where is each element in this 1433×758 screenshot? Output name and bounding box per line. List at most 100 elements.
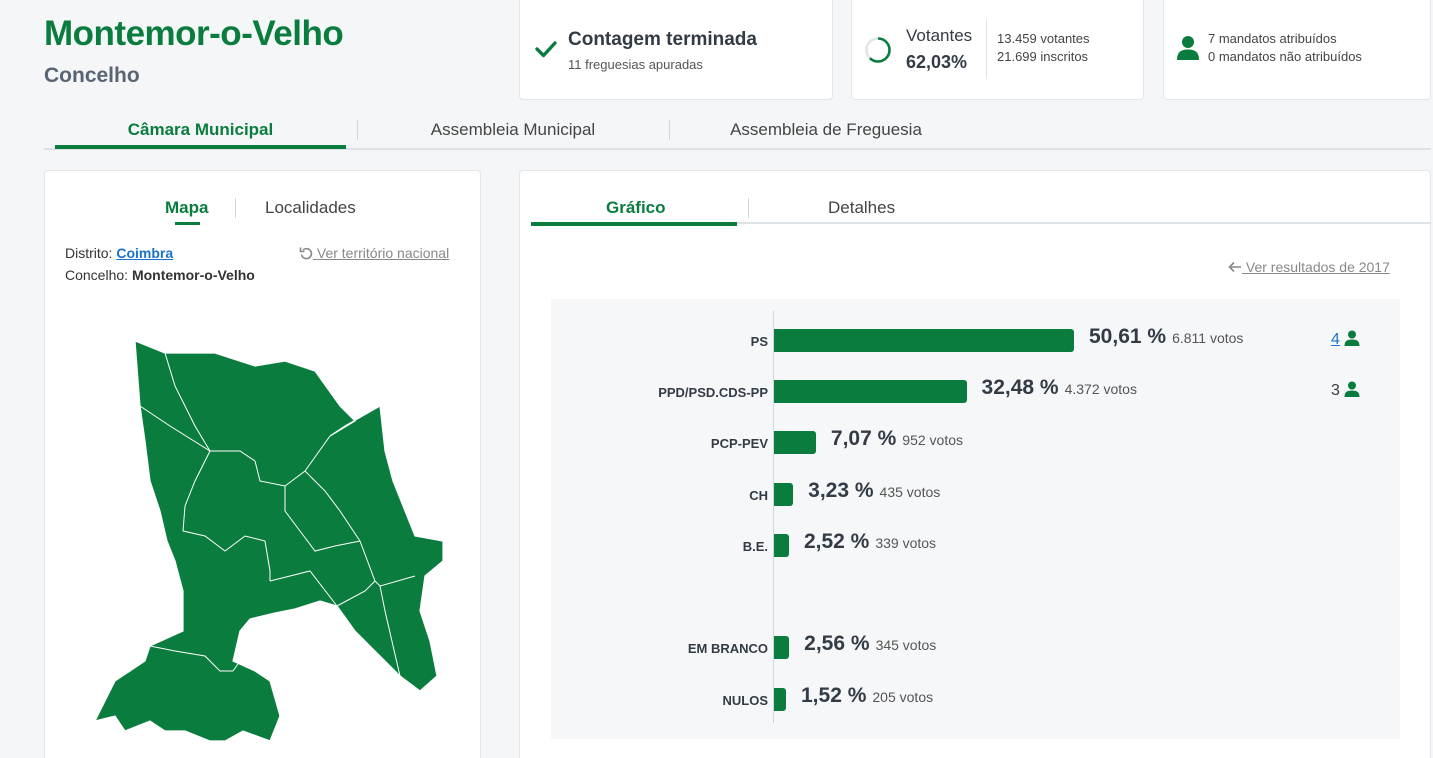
result-seats: 3 [1331,381,1360,400]
tab-assembleia-municipal[interactable]: Assembleia Municipal [430,120,596,139]
result-row-ppd-psd-cds-pp: PPD/PSD.CDS-PP 32,48 % 4.372 votos 3 [551,376,1400,410]
result-bar [774,483,794,506]
tab-separator [669,120,670,140]
mandates-card: 7 mandatos atribuídos 0 mandatos não atr… [1163,0,1431,100]
person-icon [1177,36,1199,60]
turnout-label: Votantes [906,26,973,45]
result-votes: 345 votos [875,637,937,653]
result-row-nulos: NULOS 1,52 % 205 votos [551,684,1400,718]
tab-assembleia-freguesia[interactable]: Assembleia de Freguesia [730,120,922,139]
national-territory-text: Ver território nacional [316,245,450,261]
mapa-tab-indicator [175,222,200,225]
page-title: Montemor-o-Velho [44,14,344,53]
party-label: PPD/PSD.CDS-PP [658,385,768,400]
page-subtitle: Concelho [44,64,140,87]
mandates-unassigned: 0 mandatos não atribuídos [1208,49,1362,64]
council-label: Concelho: [65,267,129,283]
party-label: NULOS [722,693,769,708]
count-status-sub: 11 freguesias apuradas [568,57,703,72]
undo-icon [299,247,313,260]
chart-axis [773,311,774,723]
result-value: 2,56 % 345 votos [804,632,936,656]
result-row-pcp-pev: PCP-PEV 7,07 % 952 votos [551,427,1400,461]
district-link[interactable]: Coimbra [116,245,174,261]
result-bar [774,534,789,557]
tab-localidades[interactable]: Localidades [265,198,356,217]
turnout-ring-icon [865,37,891,63]
result-votes: 4.372 votos [1064,381,1137,397]
result-row-ps: PS 50,61 % 6.811 votos 4 [551,325,1400,359]
tab-detalhes[interactable]: Detalhes [828,198,896,217]
active-tab-indicator [55,145,346,149]
turnout-card: Votantes 62,03% 13.459 votantes 21.699 i… [851,0,1144,100]
national-territory-link[interactable]: Ver território nacional [299,245,449,261]
party-label: CH [749,488,768,503]
seat-count: 3 [1331,382,1340,399]
result-value: 1,52 % 205 votos [801,684,933,708]
parish-borders [139,352,416,677]
results-chart: PS 50,61 % 6.811 votos 4 PPD/PSD.CDS-PP 32,48… [551,299,1400,739]
previous-results-link[interactable]: Ver resultados de 2017 [1228,259,1390,275]
results-tabs-line [531,222,1431,224]
result-percent: 32,48 % [981,376,1059,399]
turnout-voters: 13.459 votantes [997,31,1090,46]
municipality-map[interactable] [75,331,455,758]
check-icon [535,41,557,58]
district-info: Distrito: Coimbra [65,245,173,261]
tab-camara-municipal[interactable]: Câmara Municipal [127,120,274,139]
council-value: Montemor-o-Velho [131,267,255,283]
person-icon [1344,381,1360,397]
result-value: 50,61 % 6.811 votos [1089,325,1243,349]
grafico-tab-indicator [531,222,737,226]
map-panel: Mapa Localidades Distrito: Coimbra Conce… [44,170,481,758]
result-value: 7,07 % 952 votos [831,427,963,451]
tab-grafico[interactable]: Gráfico [606,198,666,217]
main-tabs: Câmara Municipal Assembleia Municipal As… [44,108,1431,150]
tab-separator [235,198,236,218]
result-row-em-branco: EM BRANCO 2,56 % 345 votos [551,632,1400,666]
result-votes: 205 votos [872,689,934,705]
party-label: PCP-PEV [710,436,768,451]
result-percent: 3,23 % [808,479,874,502]
count-status-card: Contagem terminada 11 freguesias apurada… [519,0,833,100]
result-bar [774,380,967,403]
result-bar [774,688,786,711]
turnout-percent: 62,03% [906,52,968,72]
result-percent: 2,52 % [803,530,870,553]
results-panel: Gráfico Detalhes Ver resultados de 2017 … [519,170,1431,758]
mandates-assigned: 7 mandatos atribuídos [1208,31,1337,46]
result-row-b-e: B.E. 2,52 % 339 votos [551,530,1400,564]
result-votes: 339 votos [875,535,937,551]
turnout-registered: 21.699 inscritos [997,49,1089,64]
result-seats[interactable]: 4 [1331,330,1360,349]
result-percent: 2,56 % [804,632,870,655]
result-value: 3,23 % 435 votos [808,479,940,503]
result-percent: 50,61 % [1089,325,1167,348]
party-label: B.E. [742,539,768,554]
result-value: 32,48 % 4.372 votos [982,376,1137,400]
tab-separator [357,120,358,140]
previous-results-text: Ver resultados de 2017 [1245,259,1390,275]
result-value: 2,52 % 339 votos [804,530,936,554]
tab-separator [748,198,749,218]
result-votes: 6.811 votos [1172,330,1244,346]
result-votes: 952 votos [902,432,964,448]
person-icon [1344,330,1360,346]
council-info: Concelho: Montemor-o-Velho [65,267,255,283]
result-row-ch: CH 3,23 % 435 votos [551,479,1400,513]
result-percent: 1,52 % [801,684,867,707]
party-label: EM BRANCO [687,641,768,656]
seat-count[interactable]: 4 [1331,331,1340,348]
municipality-shape[interactable] [93,340,444,742]
result-percent: 7,07 % [830,427,897,450]
arrow-left-icon [1228,261,1241,273]
result-bar [774,636,790,659]
party-label: PS [750,334,768,349]
turnout-divider [986,19,987,79]
tab-mapa[interactable]: Mapa [165,198,209,217]
district-label: Distrito: [65,245,113,261]
result-bar [774,431,816,454]
count-status-title: Contagem terminada [568,29,757,50]
result-votes: 435 votos [879,484,941,500]
result-bar [774,329,1074,352]
